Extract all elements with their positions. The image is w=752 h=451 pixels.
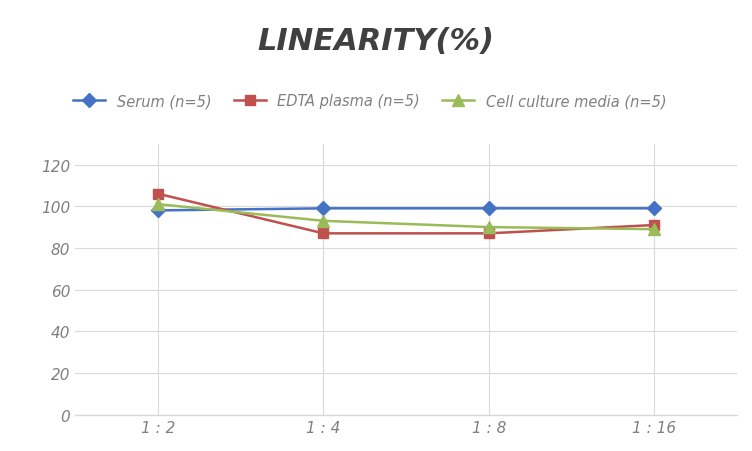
Cell culture media (n=5) <box>484 225 493 230</box>
EDTA plasma (n=5) <box>650 223 659 228</box>
Line: EDTA plasma (n=5): EDTA plasma (n=5) <box>153 189 659 239</box>
Legend: Serum (n=5), EDTA plasma (n=5), Cell culture media (n=5): Serum (n=5), EDTA plasma (n=5), Cell cul… <box>68 88 672 115</box>
Serum (n=5) <box>319 206 328 212</box>
Serum (n=5) <box>650 206 659 212</box>
Text: LINEARITY(%): LINEARITY(%) <box>257 27 495 56</box>
EDTA plasma (n=5) <box>484 231 493 236</box>
Line: Cell culture media (n=5): Cell culture media (n=5) <box>153 199 660 235</box>
EDTA plasma (n=5) <box>153 192 162 197</box>
Cell culture media (n=5) <box>650 227 659 232</box>
EDTA plasma (n=5) <box>319 231 328 236</box>
Line: Serum (n=5): Serum (n=5) <box>153 204 659 216</box>
Serum (n=5) <box>153 208 162 214</box>
Serum (n=5) <box>484 206 493 212</box>
Cell culture media (n=5) <box>153 202 162 207</box>
Cell culture media (n=5) <box>319 219 328 224</box>
